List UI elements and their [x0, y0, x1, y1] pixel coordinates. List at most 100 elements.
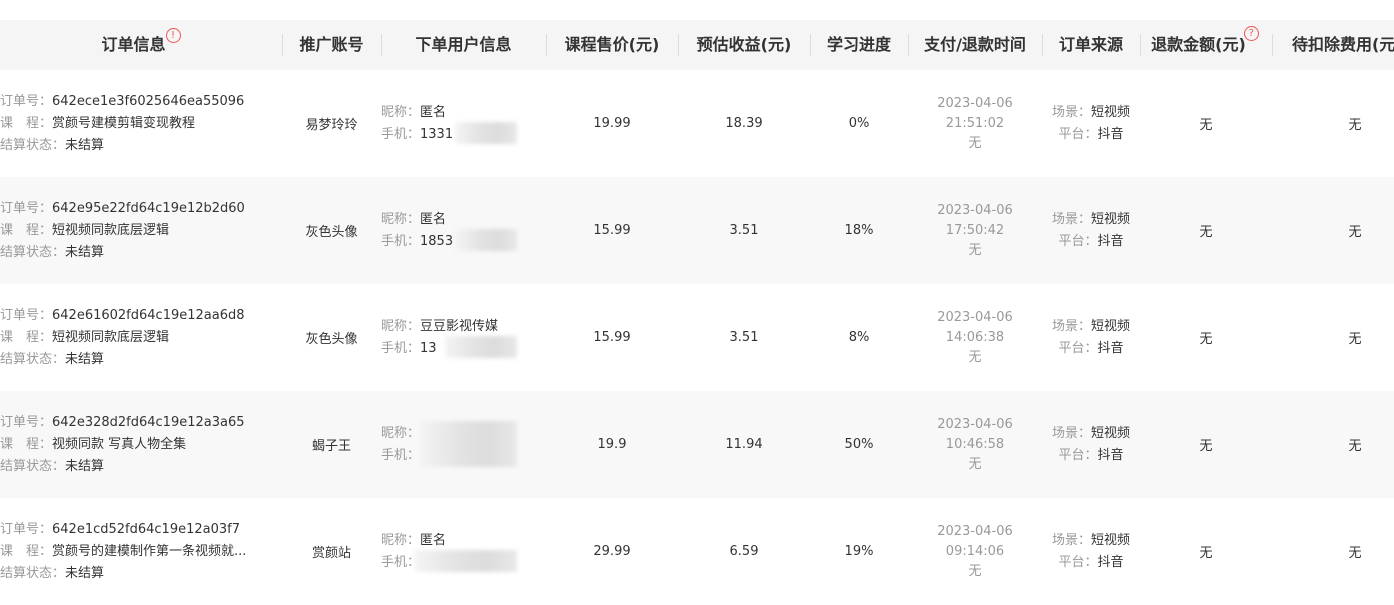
- col-income: 预估收益(元): [696, 35, 792, 54]
- promo-account: 灰色头像: [305, 332, 358, 347]
- refund-time: 无: [968, 242, 982, 258]
- refund-time: 无: [968, 456, 982, 472]
- nickname: 昵称：豆豆影视传媒: [381, 316, 498, 338]
- scene-value: 短视频: [1091, 104, 1131, 120]
- course-value: 短视频同款底层逻辑: [52, 329, 170, 345]
- order-no: 订单号：642e1cd52fd64c19e12a03f7: [0, 519, 240, 541]
- pay-clock: 10:46:58: [945, 436, 1005, 452]
- label: 平台：: [1058, 554, 1098, 570]
- progress: 0%: [848, 116, 870, 131]
- income: 3.51: [729, 330, 759, 345]
- order-no-value[interactable]: 642e328d2fd64c19e12a3a65: [52, 414, 245, 430]
- phone: 手机：1853: [381, 231, 453, 253]
- phone: 手机：: [381, 445, 420, 467]
- question-circle-icon[interactable]: ?: [1243, 26, 1259, 41]
- table-row: 订单号：642ece1e3f6025646ea55096 课 程：赏颜号建模剪辑…: [0, 70, 1394, 177]
- settle-value: 未结算: [65, 565, 105, 581]
- course-value: 赏颜号建模剪辑变现教程: [52, 115, 196, 131]
- label: 结算状态：: [0, 137, 66, 153]
- scene: 场景：短视频: [1052, 209, 1130, 231]
- promo-account: 灰色头像: [305, 225, 358, 240]
- phone-mask: [455, 122, 517, 144]
- table-row: 订单号：642e61602fd64c19e12aa6d8 课 程：短视频同款底层…: [0, 284, 1394, 391]
- table-row: 订单号：642e1cd52fd64c19e12a03f7 课 程：赏颜号的建模制…: [0, 498, 1394, 605]
- label: 课 程：: [0, 543, 53, 559]
- label: 昵称：: [381, 425, 421, 441]
- promo-account: 赏颜站: [311, 546, 351, 561]
- pay-clock: 17:50:42: [945, 222, 1005, 238]
- phone-value: 13: [420, 340, 437, 356]
- col-label: 订单信息: [101, 35, 166, 54]
- pay-date: 2023-04-06: [937, 202, 1013, 218]
- col-deduct: 待扣除费用(元): [1292, 35, 1394, 54]
- label: 场景：: [1051, 104, 1091, 120]
- order-source: 场景：短视频 平台：抖音: [1042, 498, 1140, 605]
- phone: 手机：13: [381, 338, 437, 360]
- table-row: 订单号：642e328d2fd64c19e12a3a65 课 程：视频同款 写真…: [0, 391, 1394, 498]
- label: 昵称：: [381, 104, 421, 120]
- phone-value: 1853: [420, 233, 454, 249]
- divider: [810, 34, 811, 56]
- label: 订单号：: [0, 414, 53, 430]
- order-no-value[interactable]: 642ece1e3f6025646ea55096: [52, 93, 245, 109]
- order-info: 订单号：642e1cd52fd64c19e12a03f7 课 程：赏颜号的建模制…: [0, 498, 246, 605]
- settle-value: 未结算: [65, 351, 105, 367]
- course: 课 程：短视频同款底层逻辑: [0, 220, 169, 242]
- progress: 19%: [844, 544, 874, 559]
- orders-table: 订单信息! 推广账号 下单用户信息 课程售价(元) 预估收益(元) 学习进度 支…: [0, 20, 1394, 605]
- course: 课 程：短视频同款底层逻辑: [0, 327, 169, 349]
- refund-time: 无: [968, 349, 982, 365]
- income: 3.51: [729, 223, 759, 238]
- label: 课 程：: [0, 115, 53, 131]
- label: 平台：: [1058, 340, 1098, 356]
- settle-status: 结算状态：未结算: [0, 242, 104, 264]
- platform: 平台：抖音: [1058, 231, 1123, 253]
- platform: 平台：抖音: [1058, 124, 1123, 146]
- platform-value: 抖音: [1097, 447, 1124, 463]
- order-info: 订单号：642e328d2fd64c19e12a3a65 课 程：视频同款 写真…: [0, 391, 245, 498]
- scene-value: 短视频: [1091, 532, 1131, 548]
- label: 场景：: [1051, 211, 1091, 227]
- table-header: 订单信息! 推广账号 下单用户信息 课程售价(元) 预估收益(元) 学习进度 支…: [0, 20, 1394, 70]
- label: 结算状态：: [0, 565, 66, 581]
- refund-amount: 无: [1199, 332, 1213, 347]
- label: 平台：: [1058, 233, 1098, 249]
- divider: [678, 34, 679, 56]
- platform-value: 抖音: [1097, 554, 1124, 570]
- label: 订单号：: [0, 200, 53, 216]
- scene: 场景：短视频: [1052, 423, 1130, 445]
- settle-status: 结算状态：未结算: [0, 349, 104, 371]
- platform-value: 抖音: [1097, 233, 1124, 249]
- income: 18.39: [725, 116, 763, 131]
- platform-value: 抖音: [1097, 340, 1124, 356]
- label: 昵称：: [381, 211, 421, 227]
- phone: 手机：: [381, 552, 420, 574]
- settle-status: 结算状态：未结算: [0, 135, 104, 157]
- divider: [1140, 34, 1141, 56]
- income: 6.59: [729, 544, 759, 559]
- progress: 18%: [844, 223, 874, 238]
- course: 课 程：视频同款 写真人物全集: [0, 434, 186, 456]
- course-value: 赏颜号的建模制作第一条视频就...: [52, 543, 247, 559]
- nickname-value: 匿名: [420, 211, 447, 227]
- refund-amount: 无: [1199, 546, 1213, 561]
- col-price: 课程售价(元): [564, 35, 660, 54]
- divider: [1042, 34, 1043, 56]
- label: 平台：: [1058, 447, 1098, 463]
- platform: 平台：抖音: [1058, 445, 1123, 467]
- pay-time: 2023-04-06 09:14:06 无: [908, 498, 1042, 605]
- phone-mask: [415, 550, 517, 572]
- nickname-value: 豆豆影视传媒: [420, 318, 499, 334]
- label: 课 程：: [0, 222, 53, 238]
- order-no-value[interactable]: 642e61602fd64c19e12aa6d8: [52, 307, 245, 323]
- alert-circle-icon[interactable]: !: [165, 28, 181, 43]
- refund-time: 无: [968, 135, 982, 151]
- phone: 手机：1331: [381, 124, 453, 146]
- order-no-value[interactable]: 642e1cd52fd64c19e12a03f7: [52, 521, 240, 537]
- pay-clock: 21:51:02: [945, 115, 1005, 131]
- label: 结算状态：: [0, 244, 66, 260]
- course: 课 程：赏颜号建模剪辑变现教程: [0, 113, 195, 135]
- order-no-value[interactable]: 642e95e22fd64c19e12b2d60: [52, 200, 245, 216]
- refund-amount: 无: [1199, 118, 1213, 133]
- pay-time: 2023-04-06 21:51:02 无: [908, 70, 1042, 177]
